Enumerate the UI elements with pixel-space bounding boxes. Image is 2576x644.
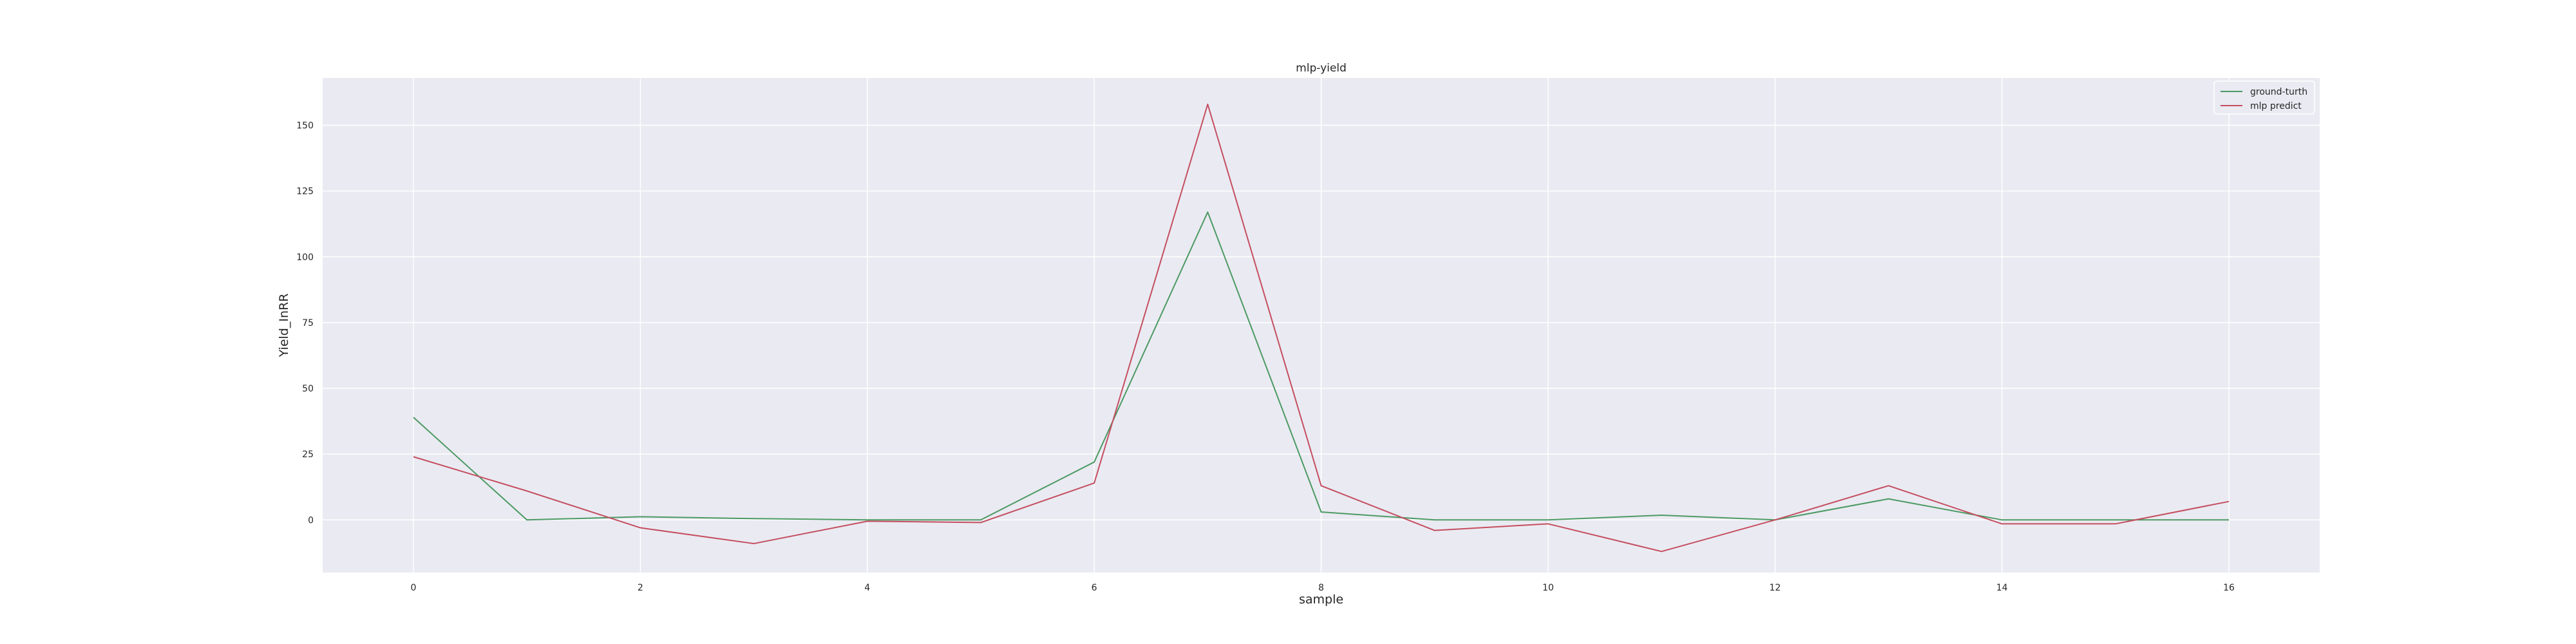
series-lines [413, 103, 2230, 553]
y-tick-label: 0 [308, 515, 314, 526]
y-tick-label: 25 [302, 450, 314, 460]
legend-label-ground-turth: ground-turth [2250, 87, 2307, 97]
y-tick-label: 50 [302, 384, 314, 394]
x-tick-label: 6 [1092, 583, 1097, 593]
x-tick-label: 4 [864, 583, 870, 593]
legend: ground-turth mlp predict [2213, 80, 2315, 115]
x-tick-label: 12 [1769, 583, 1781, 593]
grid-lines [323, 78, 2320, 573]
y-tick-label: 75 [302, 318, 314, 328]
x-tick-label: 8 [1318, 583, 1324, 593]
series-line-ground-turth [413, 211, 2230, 521]
x-tick-label: 2 [638, 583, 643, 593]
x-tick-label: 14 [1996, 583, 2008, 593]
tick-labels: 0 2 4 6 8 10 12 14 16 0 25 50 75 100 125 150 [296, 121, 2235, 593]
x-tick-label: 0 [410, 583, 416, 593]
legend-label-mlp-predict: mlp predict [2250, 101, 2302, 111]
series-line-mlp-predict [413, 103, 2230, 553]
x-tick-label: 16 [2223, 583, 2235, 593]
y-axis-label: Yield_InRR [277, 294, 291, 358]
x-tick-label: 10 [1542, 583, 1554, 593]
y-tick-label: 100 [296, 252, 314, 263]
y-tick-label: 150 [296, 121, 314, 131]
chart-title: mlp-yield [1296, 62, 1347, 75]
y-tick-label: 125 [296, 187, 314, 197]
x-axis-label: sample [1299, 592, 1343, 607]
